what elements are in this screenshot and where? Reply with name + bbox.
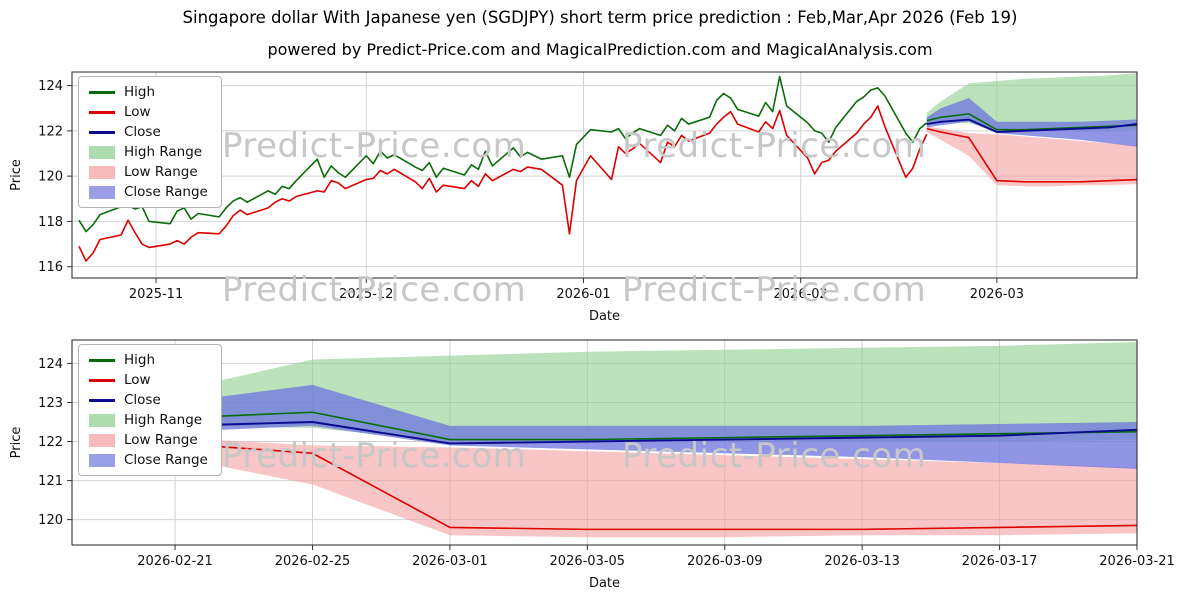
legend-item-close: Close — [89, 392, 208, 408]
close-line-swatch — [89, 398, 115, 402]
legend-label: High — [124, 84, 156, 100]
legend-label: High Range — [124, 412, 203, 428]
forecast-price-chart: 120 121 122 123 124 2026-02-21 2026-02-25 2026-… — [9, 339, 1175, 591]
low-line — [78, 105, 928, 262]
x-tick-label: 2026-03-09 — [687, 554, 763, 569]
low-line-swatch — [89, 110, 115, 114]
legend-label: Close Range — [124, 452, 208, 468]
y-tick-label: 124 — [38, 357, 63, 372]
legend-item-low: Low — [89, 104, 208, 120]
watermark-text: Predict-Price.com — [622, 126, 927, 166]
legend-label: High Range — [124, 144, 203, 160]
chart-legend: High Low Close High Range Low Range Clos… — [78, 344, 222, 476]
legend-item-high: High — [89, 84, 208, 100]
legend-label: Low Range — [124, 432, 198, 448]
page-subtitle: powered by Predict-Price.com and Magical… — [267, 40, 933, 59]
legend-item-close: Close — [89, 124, 208, 140]
legend-item-high-range: High Range — [89, 144, 208, 160]
y-tick-label: 122 — [38, 435, 63, 450]
high-line-swatch — [89, 90, 115, 94]
close-forecast-line — [926, 118, 1138, 133]
x-tick-label: 2026-02-25 — [275, 554, 351, 569]
y-axis-label: Price — [9, 159, 24, 191]
low-line-swatch — [89, 378, 115, 382]
legend-label: Close — [124, 124, 161, 140]
low-forecast-line — [926, 127, 1138, 183]
y-tick-label: 116 — [38, 260, 63, 275]
x-tick-label: 2026-03-01 — [412, 554, 488, 569]
close-line-swatch — [89, 130, 115, 134]
x-tick-label: 2026-03 — [970, 287, 1024, 302]
x-tick-label: 2025-12 — [339, 287, 393, 302]
legend-item-low-range: Low Range — [89, 164, 208, 180]
low-range-swatch — [89, 165, 115, 179]
y-tick-label: 123 — [38, 396, 63, 411]
legend-item-low-range: Low Range — [89, 432, 208, 448]
y-axis-label: Price — [9, 427, 24, 459]
plot-border — [71, 71, 1138, 279]
high-range-swatch — [89, 413, 115, 427]
legend-item-high-range: High Range — [89, 412, 208, 428]
x-tick-label: 2026-03-21 — [1099, 554, 1175, 569]
y-tick-label: 122 — [38, 124, 63, 139]
legend-label: Low Range — [124, 164, 198, 180]
x-axis-label: Date — [589, 309, 620, 324]
watermark-text: Predict-Price.com — [222, 436, 527, 476]
page-title: Singapore dollar With Japanese yen (SGDJ… — [182, 8, 1018, 27]
high-range-swatch — [89, 145, 115, 159]
watermark-text: Predict-Price.com — [222, 126, 527, 166]
legend-item-close-range: Close Range — [89, 184, 208, 200]
x-tick-label: 2026-03-05 — [550, 554, 626, 569]
watermark-text: Predict-Price.com — [622, 270, 927, 310]
legend-label: Low — [124, 372, 151, 388]
x-tick-label: 2026-03-13 — [824, 554, 900, 569]
x-tick-label: 2026-03-17 — [962, 554, 1038, 569]
low-range-swatch — [89, 433, 115, 447]
plot-border — [71, 339, 1138, 546]
x-axis-label: Date — [589, 576, 620, 591]
watermark-text: Predict-Price.com — [222, 270, 527, 310]
x-tick-label: 2025-11 — [129, 287, 183, 302]
high-line — [78, 75, 928, 233]
legend-item-low: Low — [89, 372, 208, 388]
close-range-swatch — [89, 453, 115, 467]
close-range-band — [926, 98, 1137, 147]
y-tick-label: 120 — [38, 170, 63, 185]
x-tick-label: 2026-01 — [556, 287, 610, 302]
legend-label: Close — [124, 392, 161, 408]
y-tick-label: 120 — [38, 513, 63, 528]
x-tick-label: 2026-02 — [774, 287, 828, 302]
chart-legend: High Low Close High Range Low Range Clos… — [78, 76, 222, 208]
legend-label: Close Range — [124, 184, 208, 200]
y-tick-label: 121 — [38, 474, 63, 489]
legend-item-high: High — [89, 352, 208, 368]
high-line-swatch — [89, 358, 115, 362]
close-range-band — [106, 384, 1137, 469]
historical-price-chart: 116 118 120 122 124 2025-11 2025-12 2026-01 2026… — [9, 71, 1138, 324]
y-tick-label: 124 — [38, 79, 63, 94]
legend-label: Low — [124, 104, 151, 120]
watermark-text: Predict-Price.com — [622, 436, 927, 476]
close-range-swatch — [89, 185, 115, 199]
legend-label: High — [124, 352, 156, 368]
low-range-band — [106, 433, 1137, 538]
legend-item-close-range: Close Range — [89, 452, 208, 468]
y-tick-label: 118 — [38, 215, 63, 230]
x-tick-label: 2026-02-21 — [137, 554, 213, 569]
high-forecast-line — [926, 113, 1138, 131]
